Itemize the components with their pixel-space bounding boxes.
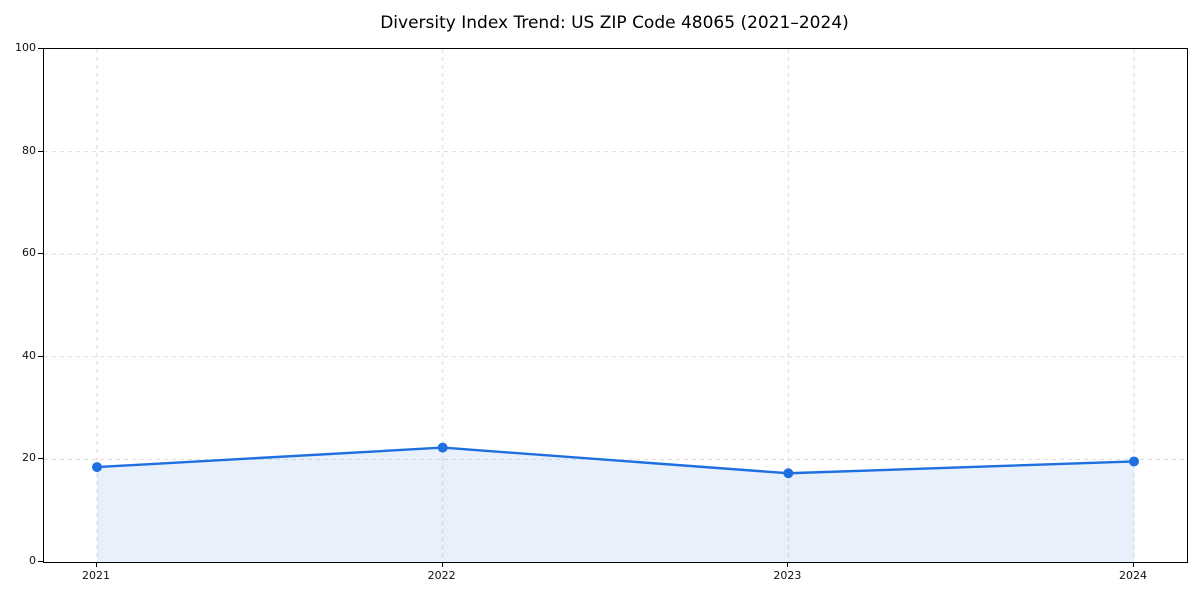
data-point-marker[interactable] [783,468,794,479]
x-tick-mark [1133,562,1134,567]
chart-title: Diversity Index Trend: US ZIP Code 48065… [380,13,849,33]
y-tick-label: 80 [22,143,36,157]
x-tick-label: 2022 [427,569,456,582]
y-tick-mark [38,253,43,255]
trend-line [95,446,1136,475]
x-tick-mark [787,562,789,567]
x-tick-mark [441,562,443,567]
y-tick-mark [38,48,43,49]
data-point-marker[interactable] [92,462,102,473]
y-tick-label: 0 [29,554,36,567]
x-tick-label: 2023 [773,569,802,582]
plot-area [43,48,1188,563]
y-tick-mark [38,355,43,357]
y-tick-label: 20 [22,451,36,465]
x-tick-label: 2024 [1119,569,1147,582]
data-point-marker[interactable] [1129,456,1139,467]
y-tick-label: 40 [22,348,36,362]
line-area-chart [44,49,1187,562]
y-tick-mark [38,458,43,460]
y-tick-mark [38,561,43,562]
y-tick-label: 100 [15,41,36,54]
x-tick-mark [96,562,97,567]
data-point-marker[interactable] [437,442,448,453]
x-tick-label: 2021 [82,569,110,582]
y-tick-label: 60 [22,246,36,260]
area-fill [97,447,1134,562]
y-tick-mark [38,150,43,152]
